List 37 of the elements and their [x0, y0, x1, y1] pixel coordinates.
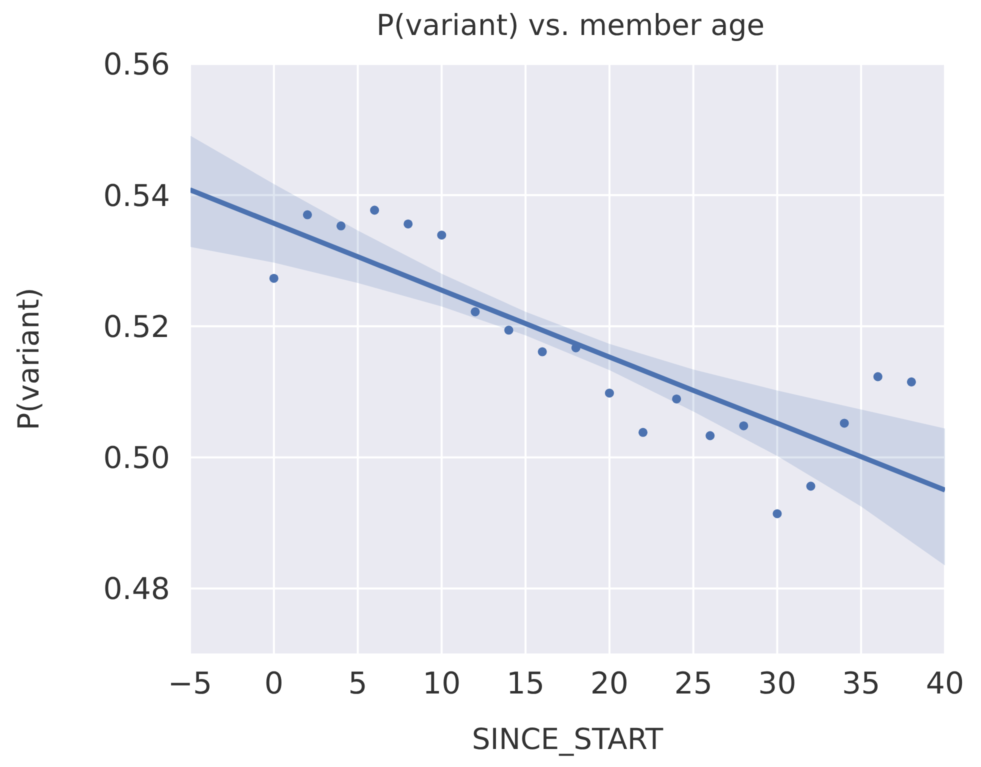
- x-tick-label: 40: [926, 666, 964, 702]
- x-tick-label: 35: [842, 666, 880, 702]
- x-tick-label: 10: [422, 666, 461, 702]
- point: [873, 372, 882, 382]
- x-tick-label: 0: [264, 666, 284, 702]
- y-tick-label: 0.56: [103, 48, 170, 83]
- point: [470, 307, 480, 316]
- point: [806, 482, 816, 491]
- point: [504, 326, 514, 335]
- y-axis-title: P(variant): [11, 288, 46, 430]
- x-tick-label: 30: [758, 666, 796, 702]
- point: [370, 206, 380, 215]
- chart-title: P(variant) vs. member age: [375, 8, 766, 42]
- point: [604, 388, 614, 398]
- point: [840, 418, 849, 428]
- point: [638, 428, 648, 437]
- point: [336, 221, 346, 230]
- point: [906, 377, 916, 386]
- point: [739, 421, 748, 430]
- y-tick-label: 0.54: [103, 178, 170, 214]
- x-tick-label: 15: [506, 666, 545, 702]
- point: [269, 274, 278, 283]
- point: [706, 431, 715, 440]
- point: [538, 347, 547, 356]
- x-tick-label: 5: [348, 666, 368, 702]
- point: [404, 219, 413, 228]
- x-tick-label: 25: [674, 666, 712, 702]
- y-tick-label: 0.52: [103, 310, 170, 345]
- point: [672, 394, 682, 404]
- x-tick-label: −5: [168, 666, 212, 702]
- point: [302, 210, 312, 220]
- point: [437, 230, 446, 240]
- x-axis-title: SINCE_START: [472, 722, 664, 756]
- y-tick-label: 0.48: [103, 572, 170, 608]
- point: [772, 509, 782, 518]
- x-tick-label: 20: [590, 666, 629, 702]
- y-tick-label: 0.50: [103, 440, 170, 476]
